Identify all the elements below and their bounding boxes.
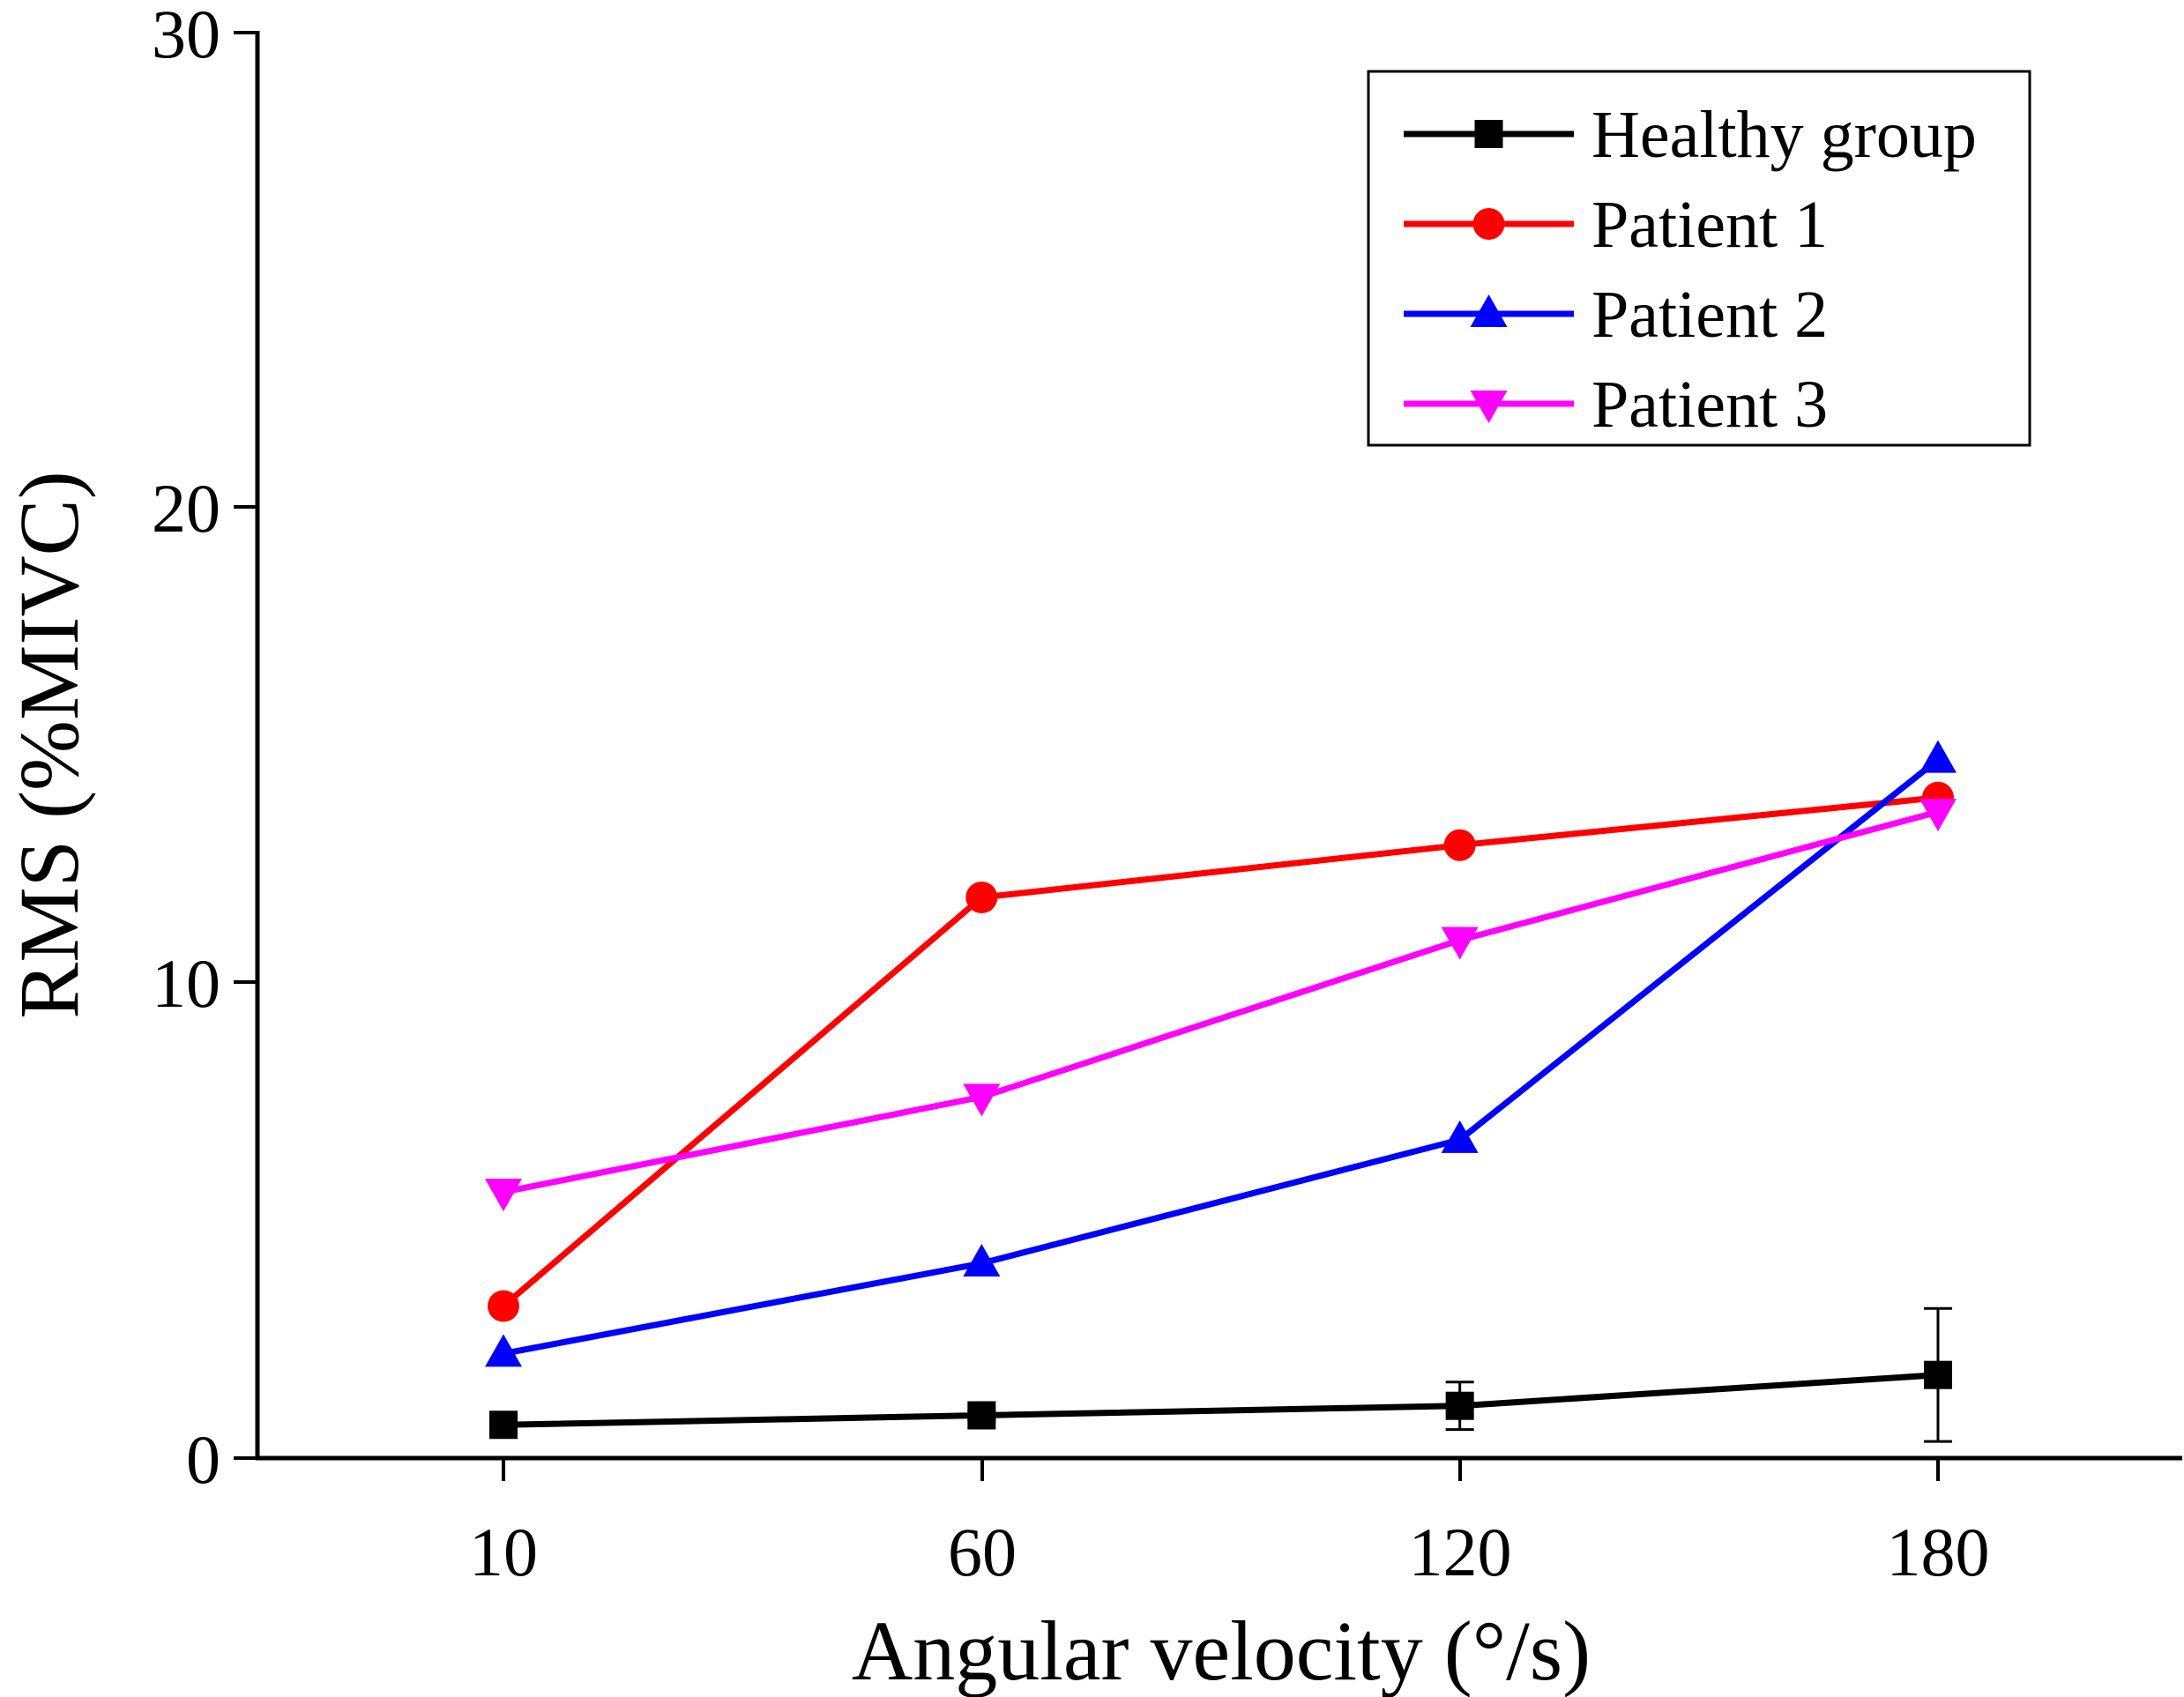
legend: Healthy group Patient 1 Patient 2 Patient 3	[1367, 70, 2031, 447]
x-tick-label: 60	[948, 1514, 1017, 1590]
data-point-patient-3	[1441, 927, 1479, 960]
data-point-patient-2	[963, 1244, 1001, 1277]
data-point-healthy-group	[489, 1410, 518, 1440]
y-tick-label: 20	[152, 470, 220, 547]
data-point-patient-3	[1919, 798, 1957, 831]
data-point-healthy-group	[1923, 1360, 1952, 1389]
y-axis-title: RMS (%MIVC)	[2, 471, 96, 1018]
series-patient-3	[485, 798, 1957, 1212]
data-point-patient-2	[485, 1334, 522, 1367]
data-point-patient-1	[1443, 829, 1476, 861]
x-tick-label: 120	[1409, 1514, 1512, 1590]
legend-label: Healthy group	[1591, 98, 1977, 172]
legend-entry-patient-1: Patient 1	[1404, 188, 1828, 262]
legend-marker	[1472, 208, 1505, 240]
data-point-patient-1	[965, 881, 998, 913]
legend-marker	[1470, 294, 1508, 327]
x-tick-label: 180	[1887, 1514, 1990, 1590]
series-line-patient-1	[501, 794, 1939, 1309]
data-point-patient-1	[488, 1290, 519, 1322]
x-axis: 10 60 120 180	[469, 1458, 1990, 1590]
data-point-patient-3	[485, 1179, 522, 1212]
legend-entry-healthy-group: Healthy group	[1404, 98, 1977, 172]
plot-area	[485, 740, 1957, 1443]
legend-label: Patient 1	[1591, 188, 1828, 262]
y-tick-label: 10	[152, 945, 220, 1022]
y-tick-label: 30	[152, 0, 220, 72]
series-line-healthy-group	[503, 1372, 1939, 1428]
data-point-patient-2	[1919, 740, 1957, 773]
data-point-healthy-group	[967, 1401, 996, 1430]
series-patient-2	[485, 740, 1957, 1367]
series-healthy-group	[489, 1306, 1952, 1443]
series-line-patient-2	[503, 756, 1941, 1357]
legend-marker	[1474, 120, 1503, 148]
data-point-healthy-group	[1445, 1391, 1474, 1420]
y-tick-label: 0	[186, 1421, 220, 1498]
legend-label: Patient 2	[1591, 278, 1828, 352]
legend-label: Patient 3	[1591, 368, 1828, 442]
legend-marker	[1470, 391, 1508, 423]
legend-entry-patient-3: Patient 3	[1404, 368, 1828, 442]
y-axis: 0 10 20 30	[152, 0, 257, 1498]
series-patient-1	[488, 781, 1954, 1322]
legend-entry-patient-2: Patient 2	[1404, 278, 1828, 352]
data-point-patient-2	[1441, 1120, 1479, 1153]
x-axis-title: Angular velocity (°/s)	[852, 1604, 1591, 1697]
x-tick-label: 10	[469, 1514, 538, 1590]
data-point-patient-3	[963, 1083, 1001, 1117]
legend-entries: Healthy group Patient 1 Patient 2 Patient 3	[1404, 98, 1977, 442]
series-line-patient-3	[503, 808, 1939, 1195]
